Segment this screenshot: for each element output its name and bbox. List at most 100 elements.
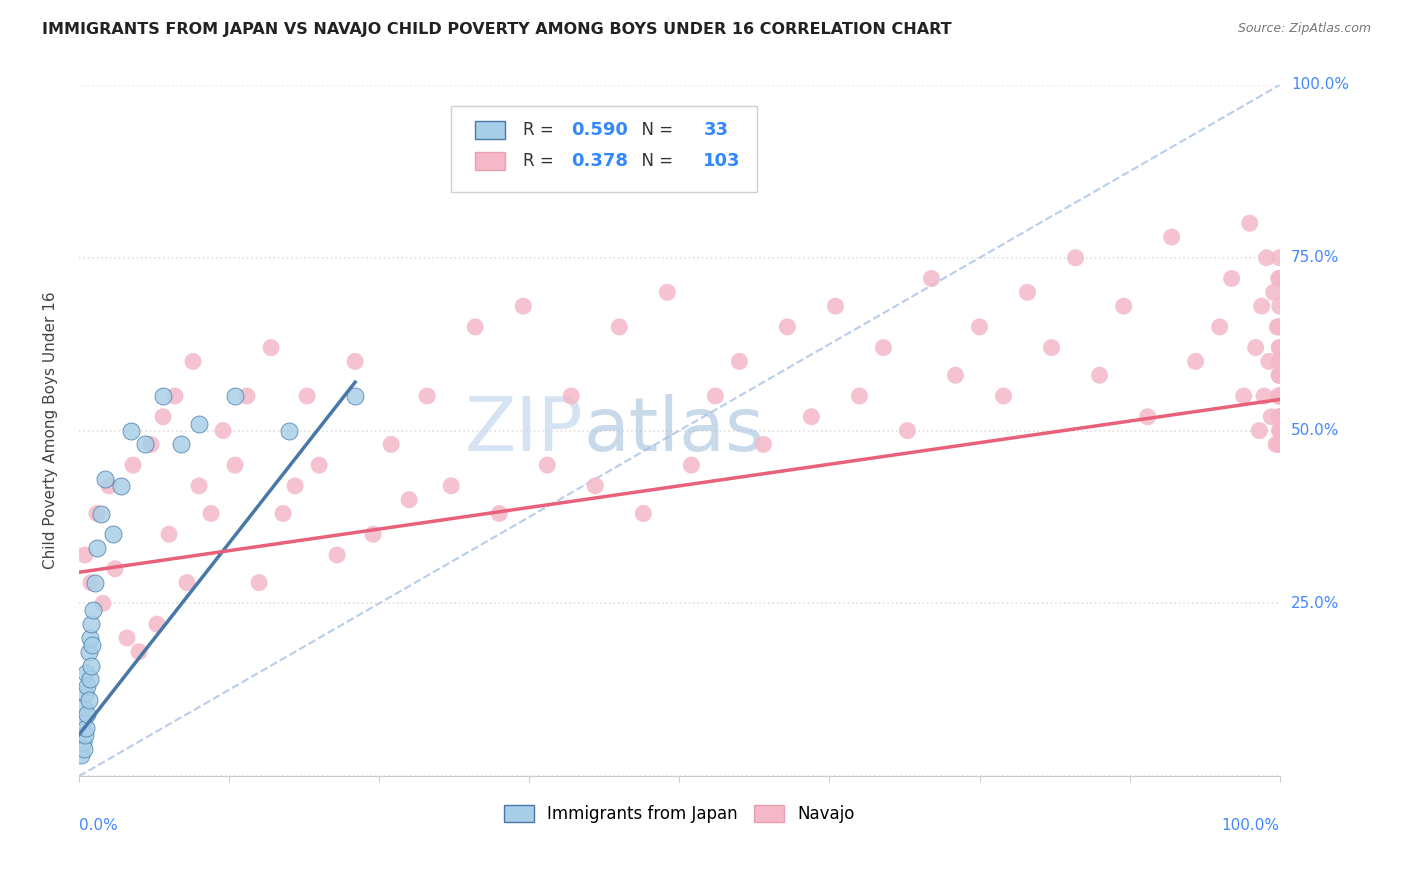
Point — [872, 341, 894, 355]
Point — [1160, 230, 1182, 244]
Point — [247, 575, 270, 590]
Point — [728, 354, 751, 368]
Point — [122, 458, 145, 472]
Point — [536, 458, 558, 472]
Point — [188, 479, 211, 493]
Point — [1260, 409, 1282, 424]
Point — [1256, 251, 1278, 265]
Point — [1268, 341, 1291, 355]
Point — [104, 562, 127, 576]
Point — [308, 458, 330, 472]
Point — [90, 507, 112, 521]
Text: ZIP: ZIP — [464, 394, 583, 467]
Point — [896, 424, 918, 438]
Point — [1208, 319, 1230, 334]
Point — [271, 507, 294, 521]
Point — [70, 748, 93, 763]
Point — [82, 603, 104, 617]
Point — [1244, 341, 1267, 355]
Point — [152, 409, 174, 424]
Point — [212, 424, 235, 438]
Point — [1268, 409, 1291, 424]
Point — [1136, 409, 1159, 424]
Point — [1268, 368, 1291, 383]
Point — [76, 679, 98, 693]
Point — [657, 285, 679, 300]
Text: R =: R = — [523, 152, 560, 170]
Point — [1268, 437, 1291, 451]
Point — [152, 389, 174, 403]
Point — [848, 389, 870, 403]
Point — [800, 409, 823, 424]
Point — [79, 673, 101, 687]
Point — [73, 686, 96, 700]
Point — [75, 721, 97, 735]
Point — [1268, 424, 1291, 438]
Point — [1239, 216, 1261, 230]
Point — [1267, 271, 1289, 285]
Point — [1268, 319, 1291, 334]
Point — [73, 741, 96, 756]
Point — [115, 631, 138, 645]
Bar — [475, 153, 505, 169]
Point — [73, 700, 96, 714]
Point — [139, 437, 162, 451]
Point — [77, 693, 100, 707]
Point — [98, 479, 121, 493]
Point — [1265, 437, 1288, 451]
Point — [146, 617, 169, 632]
Text: 50.0%: 50.0% — [1291, 423, 1339, 438]
Point — [181, 354, 204, 368]
Point — [1268, 437, 1291, 451]
Point — [134, 437, 156, 451]
Text: 0.0%: 0.0% — [79, 818, 118, 832]
Point — [284, 479, 307, 493]
Point — [344, 389, 367, 403]
Text: 0.378: 0.378 — [571, 152, 628, 170]
Point — [993, 389, 1015, 403]
Point — [77, 645, 100, 659]
Point — [86, 507, 108, 521]
Text: 33: 33 — [703, 121, 728, 139]
Text: 100.0%: 100.0% — [1222, 818, 1279, 832]
Text: 75.0%: 75.0% — [1291, 251, 1339, 265]
Point — [1263, 285, 1285, 300]
Point — [633, 507, 655, 521]
Point — [1268, 368, 1291, 383]
Text: atlas: atlas — [583, 394, 765, 467]
Point — [1250, 299, 1272, 313]
Text: 0.590: 0.590 — [571, 121, 628, 139]
Point — [380, 437, 402, 451]
Point — [163, 389, 186, 403]
Point — [72, 734, 94, 748]
Point — [969, 319, 991, 334]
Point — [1268, 319, 1291, 334]
Point — [704, 389, 727, 403]
Point — [224, 458, 246, 472]
Point — [1220, 271, 1243, 285]
Point — [1268, 341, 1291, 355]
Point — [1268, 354, 1291, 368]
Point — [1268, 389, 1291, 403]
Point — [416, 389, 439, 403]
Point — [86, 541, 108, 555]
Point — [157, 527, 180, 541]
Point — [278, 424, 301, 438]
Point — [945, 368, 967, 383]
Point — [73, 728, 96, 742]
Point — [398, 492, 420, 507]
Legend: Immigrants from Japan, Navajo: Immigrants from Japan, Navajo — [496, 798, 862, 830]
Point — [80, 658, 103, 673]
Point — [512, 299, 534, 313]
Point — [560, 389, 582, 403]
Point — [128, 645, 150, 659]
Point — [1268, 354, 1291, 368]
Point — [1268, 409, 1291, 424]
Text: N =: N = — [631, 121, 679, 139]
Bar — [475, 121, 505, 138]
Point — [1268, 251, 1291, 265]
Point — [170, 437, 193, 451]
Point — [1253, 389, 1275, 403]
Point — [824, 299, 846, 313]
Point — [752, 437, 775, 451]
